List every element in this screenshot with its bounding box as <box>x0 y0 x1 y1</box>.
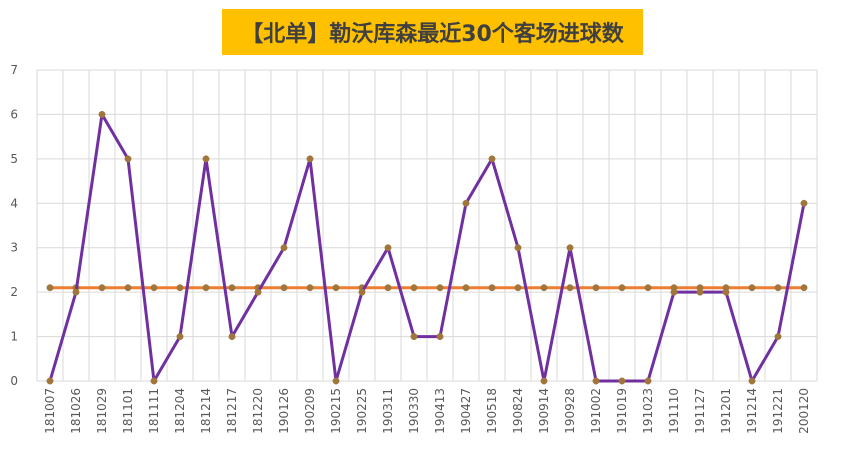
data-point <box>722 288 730 296</box>
data-point <box>774 284 782 292</box>
y-tick-label: 5 <box>10 152 18 166</box>
data-point <box>202 284 210 292</box>
data-point <box>644 284 652 292</box>
data-point <box>436 333 444 341</box>
data-point <box>124 284 132 292</box>
data-point <box>800 284 808 292</box>
x-tick-label: 181214 <box>199 388 213 434</box>
x-tick-label: 190209 <box>303 388 317 434</box>
data-point <box>332 284 340 292</box>
x-tick-label: 190330 <box>407 388 421 434</box>
x-tick-label: 191201 <box>719 388 733 434</box>
data-point <box>462 199 470 207</box>
data-point <box>202 155 210 163</box>
x-tick-label: 181007 <box>43 388 57 434</box>
data-point <box>644 377 652 385</box>
y-tick-label: 3 <box>10 241 18 255</box>
data-point <box>592 377 600 385</box>
x-tick-label: 191023 <box>641 388 655 434</box>
data-point <box>176 333 184 341</box>
x-tick-label: 181101 <box>121 388 135 434</box>
data-point <box>540 284 548 292</box>
data-point <box>748 377 756 385</box>
data-point <box>46 377 54 385</box>
x-tick-label: 191002 <box>589 388 603 434</box>
data-point <box>566 244 574 252</box>
y-tick-label: 7 <box>10 63 18 77</box>
data-point <box>514 244 522 252</box>
data-point <box>462 284 470 292</box>
x-tick-label: 200120 <box>797 388 811 434</box>
data-point <box>384 284 392 292</box>
y-tick-label: 0 <box>10 374 18 388</box>
data-point <box>800 199 808 207</box>
chart-title-box: 【北单】勒沃库森最近30个客场进球数 <box>222 9 643 55</box>
data-point <box>124 155 132 163</box>
data-point <box>306 155 314 163</box>
data-point <box>150 284 158 292</box>
data-point <box>774 333 782 341</box>
y-tick-label: 1 <box>10 330 18 344</box>
data-point <box>488 155 496 163</box>
data-point <box>696 288 704 296</box>
x-tick-label: 190914 <box>537 388 551 434</box>
y-tick-label: 4 <box>10 196 18 210</box>
x-tick-label: 190215 <box>329 388 343 434</box>
data-point <box>384 244 392 252</box>
y-tick-label: 2 <box>10 285 18 299</box>
data-point <box>410 284 418 292</box>
x-tick-label: 181029 <box>95 388 109 434</box>
data-point <box>306 284 314 292</box>
data-point <box>514 284 522 292</box>
data-point <box>98 110 106 118</box>
data-point <box>488 284 496 292</box>
data-point <box>46 284 54 292</box>
data-point <box>280 284 288 292</box>
data-point <box>618 377 626 385</box>
data-point <box>254 288 262 296</box>
data-point <box>592 284 600 292</box>
data-point <box>176 284 184 292</box>
data-point <box>410 333 418 341</box>
data-point <box>72 288 80 296</box>
series-line <box>48 112 806 383</box>
x-tick-label: 190225 <box>355 388 369 434</box>
x-tick-label: 190311 <box>381 388 395 434</box>
y-tick-label: 6 <box>10 107 18 121</box>
x-tick-label: 191221 <box>771 388 785 434</box>
x-tick-label: 190518 <box>485 388 499 434</box>
data-point <box>358 288 366 296</box>
data-point <box>748 284 756 292</box>
x-tick-label: 190824 <box>511 388 525 434</box>
data-point <box>618 284 626 292</box>
data-point <box>540 377 548 385</box>
data-point <box>98 284 106 292</box>
x-tick-label: 190427 <box>459 388 473 434</box>
x-tick-label: 181026 <box>69 388 83 434</box>
x-tick-label: 181220 <box>251 388 265 434</box>
x-tick-label: 181217 <box>225 388 239 434</box>
x-tick-label: 191214 <box>745 388 759 434</box>
x-tick-label: 190928 <box>563 388 577 434</box>
x-tick-label: 190413 <box>433 388 447 434</box>
data-point <box>670 288 678 296</box>
data-point <box>228 333 236 341</box>
data-point <box>228 284 236 292</box>
x-tick-label: 191110 <box>667 388 681 434</box>
data-point <box>150 377 158 385</box>
x-tick-label: 181111 <box>147 388 161 434</box>
data-point <box>280 244 288 252</box>
x-tick-label: 181204 <box>173 388 187 434</box>
x-tick-label: 190126 <box>277 388 291 434</box>
x-tick-label: 191127 <box>693 388 707 434</box>
x-tick-label: 191019 <box>615 388 629 434</box>
data-point <box>566 284 574 292</box>
chart-title: 【北单】勒沃库森最近30个客场进球数 <box>241 22 624 47</box>
data-point <box>436 284 444 292</box>
data-point <box>332 377 340 385</box>
